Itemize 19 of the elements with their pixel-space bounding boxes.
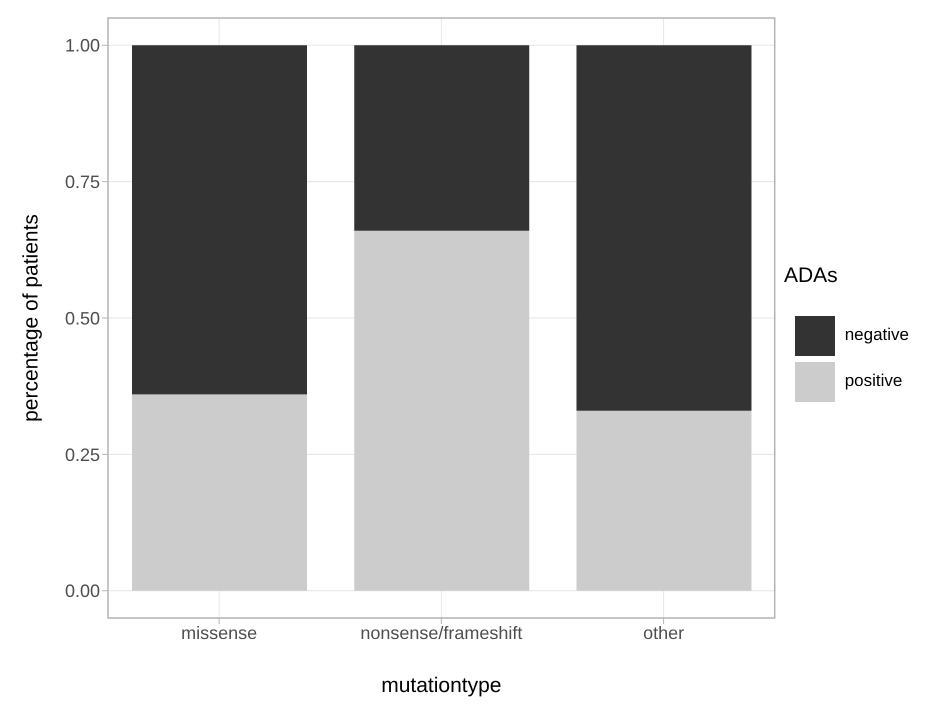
x-tick-label: missense bbox=[181, 622, 258, 643]
y-tick-label: 0.00 bbox=[64, 581, 100, 602]
y-tick-label: 0.75 bbox=[64, 172, 100, 192]
y-tick-label: 1.00 bbox=[64, 36, 100, 56]
legend-title: ADAs bbox=[784, 264, 838, 288]
bar bbox=[132, 45, 307, 394]
legend-label: negative bbox=[844, 325, 909, 344]
x-tick-label: other bbox=[643, 622, 684, 643]
bar bbox=[576, 410, 752, 591]
bar bbox=[576, 45, 752, 411]
y-tick-label: 0.50 bbox=[64, 308, 100, 328]
bar bbox=[354, 230, 530, 591]
bar bbox=[354, 45, 530, 231]
y-tick-label: 0.25 bbox=[64, 444, 100, 465]
legend-label: positive bbox=[844, 371, 902, 390]
x-tick-label: nonsense/frameshift bbox=[360, 622, 522, 643]
x-axis-title: mutationtype bbox=[381, 674, 502, 697]
bar bbox=[132, 394, 307, 591]
y-axis-title: percentage of patients bbox=[19, 214, 42, 422]
